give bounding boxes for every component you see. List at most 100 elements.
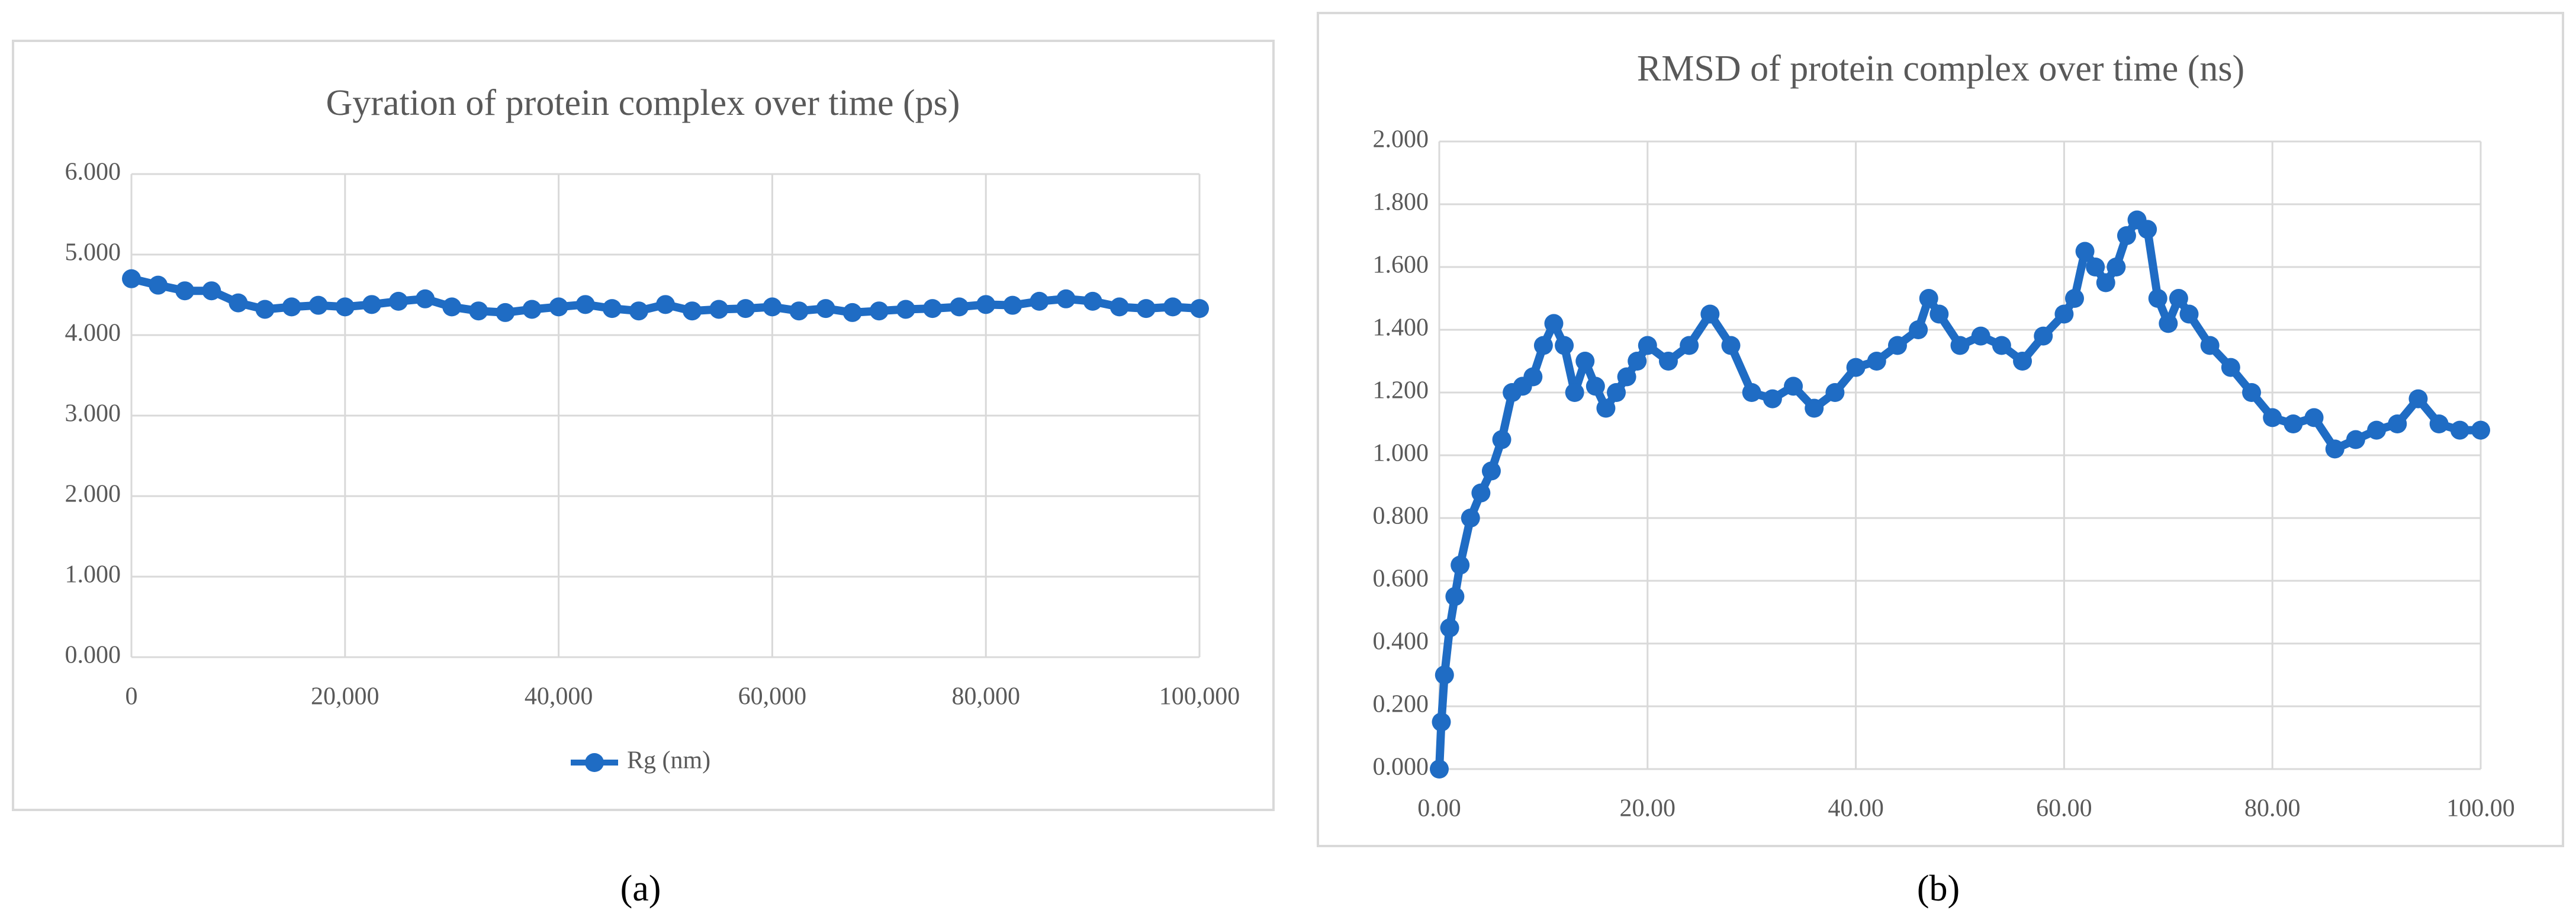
point — [1607, 383, 1626, 402]
y-tick-label: 0.800 — [1373, 503, 1429, 530]
point — [2179, 304, 2199, 324]
point — [1492, 430, 1511, 449]
point — [2054, 304, 2074, 324]
point — [496, 303, 515, 322]
point — [202, 281, 221, 301]
y-tick-label: 1.800 — [1373, 189, 1429, 216]
point — [1721, 336, 1741, 355]
point — [2367, 420, 2387, 440]
point — [2138, 220, 2157, 239]
point — [362, 295, 381, 314]
y-tick-label: 5.000 — [65, 239, 121, 266]
point — [1971, 326, 1990, 346]
point — [469, 301, 488, 321]
point — [442, 297, 462, 317]
point — [2086, 258, 2105, 276]
point — [976, 295, 996, 314]
point — [1190, 299, 1209, 319]
chart-title: RMSD of protein complex over time (ns) — [1637, 49, 2244, 89]
y-tick-label: 2.000 — [65, 481, 121, 508]
point — [1617, 367, 1636, 387]
point — [842, 303, 862, 322]
point — [2471, 420, 2490, 440]
point — [2408, 389, 2428, 409]
point — [1565, 383, 1584, 402]
point — [1003, 295, 1022, 315]
point — [1700, 304, 1720, 324]
point — [122, 269, 141, 288]
y-tick-label: 1.600 — [1373, 252, 1429, 279]
point — [1555, 336, 1574, 355]
point — [2034, 326, 2053, 346]
point — [789, 301, 809, 321]
point — [1445, 587, 1465, 606]
point — [2013, 352, 2033, 371]
legend-label: Rg (nm) — [627, 747, 710, 774]
caption: (a) — [620, 869, 661, 909]
point — [2117, 226, 2136, 245]
caption: (b) — [1917, 869, 1960, 909]
point — [1575, 352, 1595, 371]
x-tick-label: 80.00 — [2244, 795, 2301, 822]
point — [1846, 358, 1866, 377]
point — [549, 297, 568, 317]
point — [2148, 289, 2167, 308]
x-tick-label: 100.00 — [2446, 795, 2515, 822]
point — [1887, 336, 1907, 355]
y-tick-label: 6.000 — [65, 159, 121, 186]
y-tick-label: 0.600 — [1373, 565, 1429, 593]
point — [1544, 314, 1564, 333]
point — [575, 295, 595, 314]
y-tick-label: 0.000 — [1373, 754, 1429, 781]
x-tick-label: 40,000 — [525, 683, 593, 710]
point — [1471, 483, 1491, 503]
point — [629, 301, 648, 321]
point — [175, 281, 195, 301]
point — [896, 300, 915, 319]
point — [2169, 289, 2188, 308]
point — [2429, 414, 2449, 433]
point — [2096, 273, 2115, 292]
point — [1432, 712, 1451, 732]
point — [2263, 408, 2282, 427]
point — [335, 297, 355, 317]
point — [1825, 383, 1845, 402]
point — [1929, 304, 1949, 324]
point — [869, 301, 889, 321]
point — [522, 300, 542, 319]
point — [1523, 367, 1543, 387]
point — [683, 301, 702, 321]
point — [1435, 665, 1454, 684]
point — [1056, 289, 1076, 308]
point — [2107, 258, 2126, 276]
chart-title: Gyration of protein complex over time (p… — [326, 83, 960, 123]
x-tick-label: 0.00 — [1417, 795, 1461, 822]
y-tick-label: 0.400 — [1373, 628, 1429, 655]
point — [656, 295, 675, 314]
point — [1950, 336, 1970, 355]
point — [282, 297, 301, 317]
point — [1136, 299, 1156, 319]
point — [1083, 291, 1102, 311]
point — [1030, 291, 1049, 311]
chart-a-frame — [12, 40, 1275, 811]
point — [389, 291, 408, 311]
point — [1596, 398, 1616, 418]
point — [1451, 555, 1470, 575]
point — [1586, 377, 1605, 396]
x-tick-label: 60.00 — [2036, 795, 2092, 822]
point — [1461, 509, 1480, 528]
point — [2388, 414, 2407, 433]
point — [1992, 336, 2011, 355]
point — [2200, 336, 2220, 355]
point — [2346, 430, 2365, 449]
x-tick-label: 60,000 — [738, 683, 807, 710]
y-tick-label: 1.000 — [1373, 440, 1429, 467]
point — [2064, 289, 2084, 308]
point — [1805, 398, 1824, 418]
point — [2325, 439, 2345, 459]
point — [736, 299, 755, 319]
point — [2242, 383, 2262, 402]
x-tick-label: 100,000 — [1159, 683, 1240, 710]
